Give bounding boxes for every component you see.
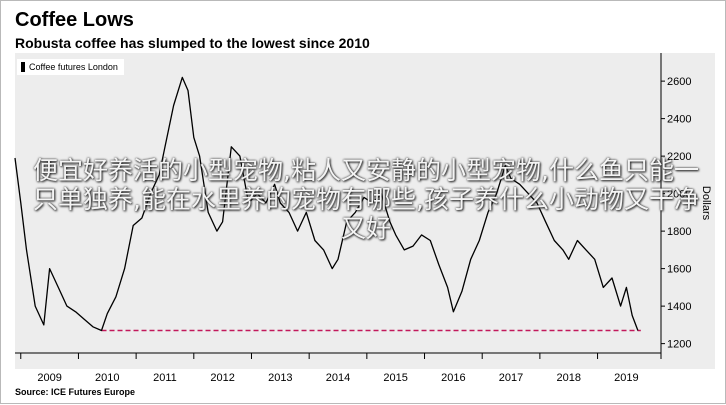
y-axis-label: Dollars bbox=[700, 186, 712, 221]
x-tick-label: 2009 bbox=[37, 372, 61, 384]
y-tick-label: 1600 bbox=[667, 264, 691, 276]
y-tick-label: 2200 bbox=[667, 151, 691, 163]
y-tick-label: 1800 bbox=[667, 226, 691, 238]
legend-swatch bbox=[21, 62, 25, 72]
x-tick-label: 2012 bbox=[210, 372, 234, 384]
x-tick-label: 2011 bbox=[153, 372, 177, 384]
x-tick-label: 2018 bbox=[556, 372, 580, 384]
x-tick-label: 2015 bbox=[383, 372, 407, 384]
y-tick-label: 2600 bbox=[667, 76, 691, 88]
x-tick-label: 2017 bbox=[499, 372, 523, 384]
series-line bbox=[14, 76, 639, 332]
x-tick-label: 2019 bbox=[614, 372, 638, 384]
legend-label: Coffee futures London bbox=[29, 62, 118, 72]
chart-title: Coffee Lows bbox=[15, 9, 134, 31]
y-tick-label: 1400 bbox=[667, 301, 691, 313]
y-tick-label: 2000 bbox=[667, 189, 691, 201]
y-tick-label: 2400 bbox=[667, 114, 691, 126]
x-tick-label: 2014 bbox=[326, 372, 350, 384]
plot-area bbox=[15, 53, 715, 369]
chart-subtitle: Robusta coffee has slumped to the lowest… bbox=[15, 35, 370, 51]
y-tick-label: 1200 bbox=[667, 339, 691, 351]
x-tick-label: 2016 bbox=[441, 372, 465, 384]
source-note: Source: ICE Futures Europe bbox=[15, 387, 136, 397]
x-tick-label: 2013 bbox=[268, 372, 292, 384]
x-tick-label: 2010 bbox=[95, 372, 119, 384]
legend: Coffee futures London bbox=[17, 59, 124, 75]
